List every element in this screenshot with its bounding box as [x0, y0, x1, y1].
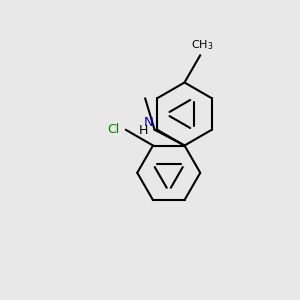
- Text: Cl: Cl: [107, 123, 120, 136]
- Text: N: N: [143, 116, 153, 128]
- Text: CH$_3$: CH$_3$: [190, 38, 213, 52]
- Text: H: H: [139, 124, 148, 137]
